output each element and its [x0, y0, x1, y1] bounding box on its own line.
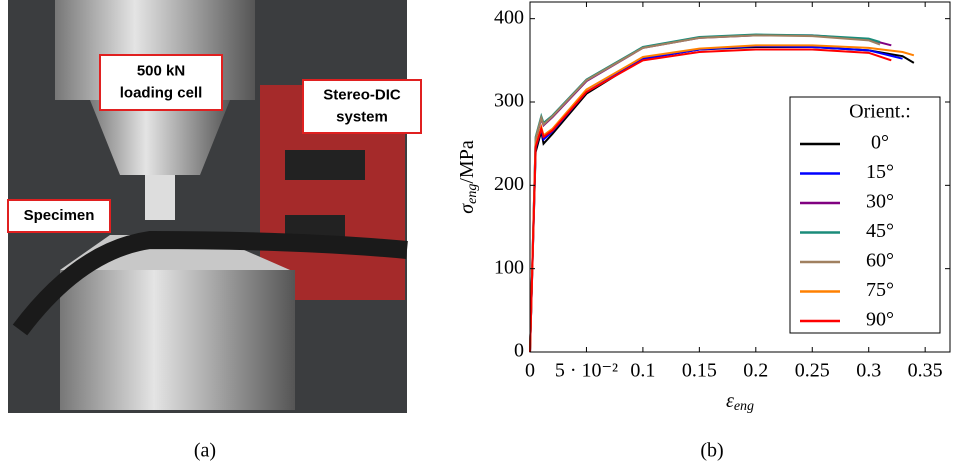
- y-label-symbol: σ: [456, 203, 478, 214]
- x-tick-label: 0: [525, 360, 535, 382]
- photo-label: loading cell: [120, 84, 203, 101]
- y-tick-label: 100: [494, 256, 524, 278]
- photo-label: system: [336, 108, 388, 125]
- y-tick-label: 0: [514, 340, 524, 362]
- y-tick-label: 200: [494, 173, 524, 195]
- legend-label: 45°: [866, 220, 894, 242]
- y-label-unit: /MPa: [456, 140, 478, 183]
- x-tick-label: 0.35: [908, 360, 943, 382]
- x-tick-label: 0.3: [856, 360, 881, 382]
- label-box: [99, 54, 223, 111]
- photo-label: 500 kN: [137, 62, 185, 79]
- y-label-subscript: eng: [465, 184, 480, 204]
- legend-title: Orient.:: [849, 101, 911, 123]
- caption: (a): [194, 440, 216, 462]
- series-line: [529, 34, 881, 353]
- legend-label: 60°: [866, 250, 894, 272]
- x-label-symbol: ε: [726, 390, 734, 412]
- plot-frame: [529, 1, 951, 353]
- legend-label: 75°: [866, 279, 894, 301]
- label-box: [7, 199, 111, 233]
- legend-box: [789, 96, 941, 334]
- legend-label: 15°: [866, 161, 894, 183]
- y-tick-label: 400: [494, 6, 524, 28]
- legend-label: 0°: [871, 132, 889, 154]
- x-tick-label: 0.2: [743, 360, 768, 382]
- photo-label: Stereo-DIC: [323, 86, 401, 103]
- label-box: [302, 79, 422, 134]
- legend-label: 90°: [866, 309, 894, 331]
- x-label-subscript: eng: [734, 399, 754, 414]
- x-tick-label: 0.1: [630, 360, 655, 382]
- legend-label: 30°: [866, 191, 894, 213]
- x-axis-label: εeng: [726, 390, 754, 415]
- photo-label: Specimen: [24, 207, 95, 224]
- x-tick-label: 5 · 10⁻²: [555, 360, 618, 382]
- y-tick-label: 300: [494, 90, 524, 112]
- y-axis-label: σeng/MPa: [456, 140, 481, 214]
- x-tick-label: 0.25: [795, 360, 830, 382]
- caption: (b): [700, 440, 723, 462]
- series-line: [529, 48, 892, 353]
- x-tick-label: 0.15: [682, 360, 717, 382]
